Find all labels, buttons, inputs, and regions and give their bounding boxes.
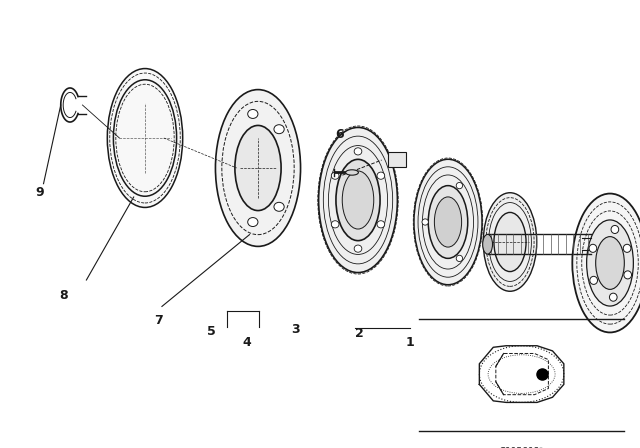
Ellipse shape [332,172,339,179]
Ellipse shape [483,234,493,254]
Ellipse shape [354,148,362,155]
Ellipse shape [456,255,463,262]
Ellipse shape [422,219,428,225]
Ellipse shape [319,127,397,272]
Text: 6: 6 [335,128,344,141]
Ellipse shape [611,225,619,233]
Ellipse shape [274,125,284,134]
Text: 7: 7 [154,314,163,327]
Ellipse shape [108,69,182,207]
Text: C005608*: C005608* [499,447,544,448]
Ellipse shape [377,172,385,179]
Ellipse shape [590,276,598,284]
Text: 3: 3 [291,323,300,336]
Ellipse shape [596,237,625,289]
Ellipse shape [624,271,632,279]
Ellipse shape [332,221,339,228]
Ellipse shape [346,170,358,175]
Text: 5: 5 [207,325,216,338]
Ellipse shape [483,193,537,291]
FancyBboxPatch shape [388,152,406,167]
Ellipse shape [414,159,482,285]
Ellipse shape [274,202,284,211]
Ellipse shape [572,194,640,332]
Text: 9: 9 [35,186,44,199]
Ellipse shape [216,90,301,246]
Ellipse shape [248,109,258,118]
Ellipse shape [609,293,617,301]
Text: 2: 2 [355,327,364,340]
Ellipse shape [589,244,596,252]
Ellipse shape [248,218,258,227]
Ellipse shape [336,159,380,241]
Ellipse shape [435,197,461,247]
Text: 8: 8 [60,289,68,302]
Ellipse shape [494,212,526,271]
Text: 1: 1 [405,336,414,349]
Ellipse shape [354,245,362,252]
Ellipse shape [623,244,631,252]
Ellipse shape [377,221,385,228]
Text: 4: 4 [242,336,251,349]
Ellipse shape [456,182,463,189]
Ellipse shape [235,125,281,211]
Ellipse shape [587,220,634,306]
Ellipse shape [342,171,374,229]
Ellipse shape [428,185,468,258]
